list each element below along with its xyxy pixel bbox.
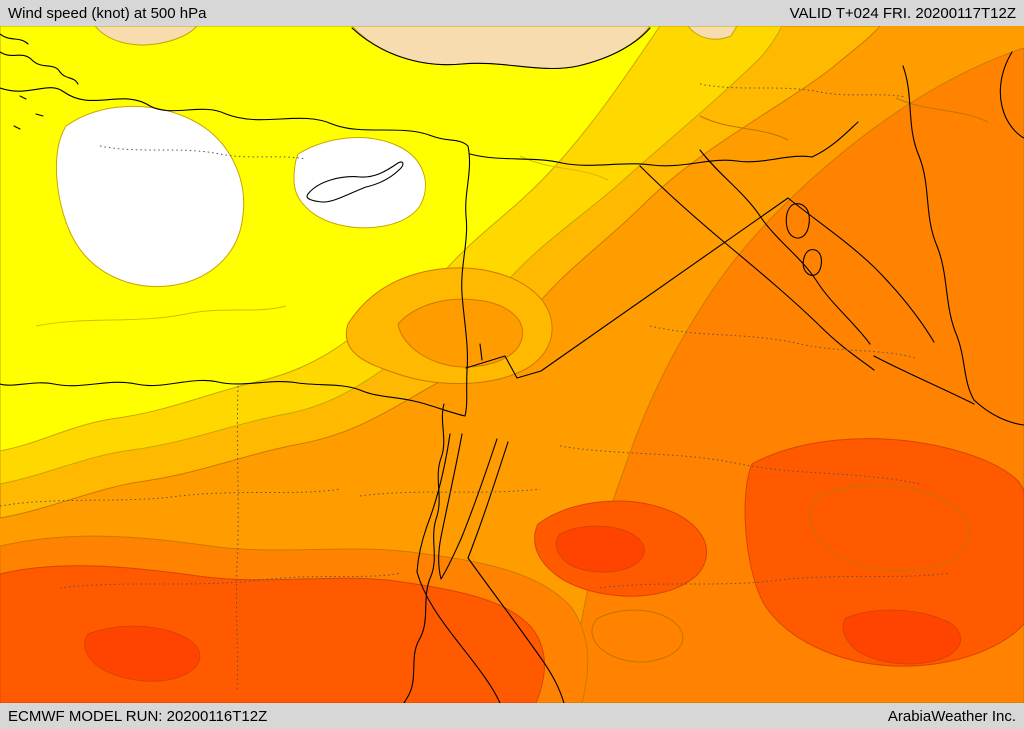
fill-white-blob-west [55, 105, 245, 288]
administrative-dotted-lines [0, 83, 951, 692]
dotted-line-egypt-1 [0, 488, 341, 507]
aegean-island-3 [13, 125, 21, 130]
page-title: Wind speed (knot) at 500 hPa [8, 4, 207, 22]
dead-sea [479, 343, 483, 361]
coastline-aegean-upper [0, 33, 29, 45]
fill-deep-red-core-west [84, 625, 201, 682]
fill-deep-red-core-southeast [842, 609, 962, 665]
coastline-caspian-corner [999, 51, 1024, 139]
aegean-island-1 [19, 95, 27, 100]
dotted-line-egypt-2 [59, 572, 401, 589]
river-euphrates [639, 165, 875, 371]
lake-razzaza [802, 249, 822, 276]
coastline-persian-gulf-head [973, 399, 1024, 426]
coastline-sinai-peninsula [438, 433, 498, 580]
lake-tharthar [785, 203, 810, 239]
fill-deep-red-core-center [555, 525, 645, 573]
map-header: Wind speed (knot) at 500 hPa VALID T+024… [0, 0, 1024, 26]
fill-orange-core-levant [397, 298, 523, 368]
contour-line-northeast [895, 97, 989, 123]
coastline-gulf-of-suez-red-sea-west [416, 433, 501, 703]
contour-line-north [699, 115, 789, 141]
wind-fill-layers [0, 26, 1024, 703]
fill-beige-patch-top-right [687, 26, 738, 40]
border-turkey-syria-iraq [469, 121, 859, 167]
model-run-label: ECMWF MODEL RUN: 20200116T12Z [8, 707, 268, 725]
brand-label: ArabiaWeather Inc. [887, 707, 1016, 725]
coastline-aegean [0, 51, 79, 85]
dotted-line-sinai-south [359, 488, 541, 497]
dotted-line-saudi-2 [599, 572, 951, 589]
fill-white-blob-cyprus [293, 137, 426, 229]
dotted-line-central-saudi [649, 325, 916, 359]
valid-time-label: VALID T+024 FRI. 20200117T12Z [789, 4, 1016, 22]
river-tigris [699, 149, 871, 345]
map-canvas [0, 26, 1024, 703]
contour-loop-saudi [809, 484, 970, 571]
dotted-line-saudi-1 [559, 445, 921, 485]
border-jordan-saudi-iraq [465, 197, 935, 379]
intermediate-contour-lines [35, 97, 989, 663]
fill-red-blob-southeast [744, 438, 1024, 667]
coastline-black-sea [351, 27, 651, 69]
fill-beige-patch-top-left [94, 26, 198, 46]
contour-loop-south-center [591, 609, 684, 663]
aegean-island-2 [35, 113, 44, 117]
coastline-cyprus [306, 161, 404, 203]
geographic-borders [0, 27, 1024, 703]
nile-river [403, 403, 445, 703]
contour-line-yellow-interior [35, 305, 287, 327]
map-footer: ECMWF MODEL RUN: 20200116T12Z ArabiaWeat… [0, 703, 1024, 729]
river-shatt-al-arab [873, 355, 975, 405]
wind-speed-map [0, 26, 1024, 703]
border-iran-iraq [902, 65, 975, 401]
contour-line-anatolia [519, 155, 609, 181]
coastline-gulf-of-aqaba-red-sea-east [467, 441, 565, 703]
coastline-mediterranean [0, 87, 471, 417]
